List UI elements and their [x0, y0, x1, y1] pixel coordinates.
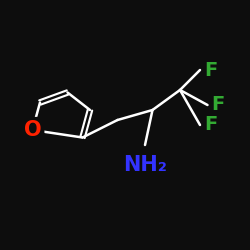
Text: NH₂: NH₂ — [123, 155, 167, 175]
Text: O: O — [24, 120, 41, 140]
Text: F: F — [204, 116, 217, 134]
Text: F: F — [204, 60, 217, 80]
Text: F: F — [211, 96, 224, 114]
